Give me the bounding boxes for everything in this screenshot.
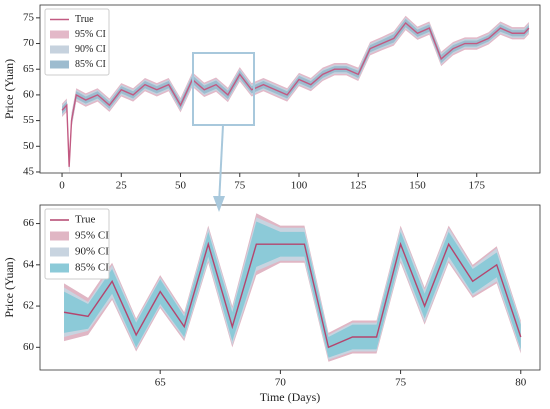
zoom-arrow xyxy=(218,124,224,205)
x-tick-label: 175 xyxy=(468,180,485,192)
x-tick-label: 75 xyxy=(234,180,246,192)
legend-swatch xyxy=(50,231,69,241)
legend-label: 95% CI xyxy=(75,230,109,242)
x-tick-label: 125 xyxy=(350,180,367,192)
legend-swatch xyxy=(50,60,69,69)
y-tick-label: 60 xyxy=(23,88,35,100)
ci-band xyxy=(62,15,529,173)
legend-label: 90% CI xyxy=(75,44,106,55)
x-tick-label: 65 xyxy=(155,377,167,389)
y-tick-label: 62 xyxy=(23,300,34,312)
y-tick-label: 70 xyxy=(23,37,35,49)
x-tick-label: 75 xyxy=(395,377,407,389)
y-tick-label: 65 xyxy=(23,63,35,75)
line xyxy=(61,21,530,167)
zoom-arrowhead xyxy=(213,196,225,212)
x-tick-label: 150 xyxy=(409,180,426,192)
legend-swatch xyxy=(50,30,69,39)
axes-frame xyxy=(39,4,541,174)
legend-label: 85% CI xyxy=(75,59,106,70)
x-axis-label: Time (Days) xyxy=(260,390,321,404)
legend-label: 95% CI xyxy=(75,29,106,40)
ci-band xyxy=(64,221,521,358)
x-tick-label: 80 xyxy=(515,377,527,389)
y-tick-label: 66 xyxy=(23,217,35,229)
y-tick-label: 50 xyxy=(23,140,35,152)
line xyxy=(63,241,522,349)
legend-box xyxy=(44,208,110,280)
legend-swatch xyxy=(50,263,69,273)
y-tick-label: 60 xyxy=(23,341,35,353)
x-tick-label: 100 xyxy=(291,180,308,192)
x-tick-label: 0 xyxy=(59,180,65,192)
legend-swatch xyxy=(50,247,69,257)
y-tick-label: 75 xyxy=(23,11,35,23)
y-axis-label: Price (Yuan) xyxy=(2,257,16,317)
y-tick-label: 45 xyxy=(23,166,35,178)
y-tick-label: 55 xyxy=(23,114,35,126)
legend-box xyxy=(44,8,110,76)
legend-label: 90% CI xyxy=(75,246,109,258)
x-tick-label: 25 xyxy=(116,180,128,192)
axes-frame xyxy=(39,204,541,371)
legend-label: 85% CI xyxy=(75,262,109,274)
y-tick-label: 64 xyxy=(23,258,35,270)
x-tick-label: 70 xyxy=(275,377,287,389)
legend-label: True xyxy=(75,214,95,226)
legend-swatch xyxy=(50,45,69,54)
legend-label: True xyxy=(75,14,94,25)
y-axis-label: Price (Yuan) xyxy=(2,59,16,119)
zoom-box xyxy=(192,52,255,126)
x-tick-label: 50 xyxy=(175,180,187,192)
